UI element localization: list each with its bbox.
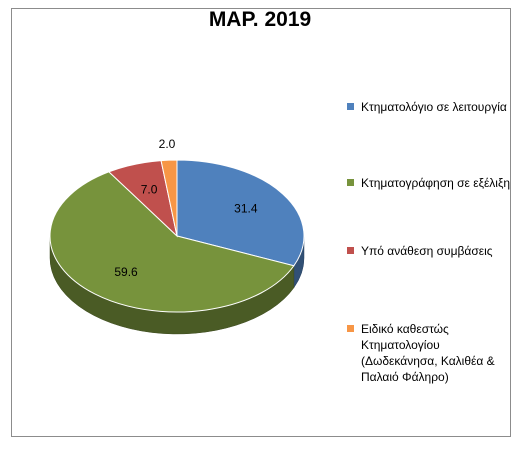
legend-swatch bbox=[347, 179, 354, 186]
data-label-ειδικό-καθεστώς-κτηματολογίου-δωδεκάνησα-καλιθέα-παλαιό-φάληρο: 2.0 bbox=[159, 137, 176, 151]
pie-slice-κτηματογράφηση-σε-εξέλιξη bbox=[49, 171, 295, 313]
pie-slice-ειδικό-καθεστώς-κτηματολογίου-δωδεκάνησα-καλιθέα-παλαιό-φάληρο bbox=[160, 159, 178, 237]
legend-label: Κτηματολόγιο σε λειτουργία bbox=[361, 100, 507, 114]
legend-item-κτηματογράφηση-σε-εξέλιξη: Κτηματογράφηση σε εξέλιξη bbox=[347, 175, 513, 191]
data-label-υπό-ανάθεση-συμβάσεις: 7.0 bbox=[141, 183, 158, 197]
data-label-κτηματογράφηση-σε-εξέλιξη: 59.6 bbox=[114, 265, 138, 279]
legend-item-ειδικό-καθεστώς-κτηματολογίου-δωδεκάνησα-καλιθέα-παλαιό-φάληρο: Ειδικό καθεστώς Κτηματολογίου (Δωδεκάνησ… bbox=[347, 321, 513, 385]
pie-slice-κτηματολόγιο-σε-λειτουργία bbox=[176, 159, 305, 267]
data-label-κτηματολόγιο-σε-λειτουργία: 31.4 bbox=[234, 202, 258, 216]
legend-item-υπό-ανάθεση-συμβάσεις: Υπό ανάθεση συμβάσεις bbox=[347, 243, 513, 259]
legend-swatch bbox=[347, 247, 354, 254]
legend-label: Κτηματογράφηση σε εξέλιξη bbox=[361, 176, 511, 190]
chart-title: ΜΑΡ. 2019 bbox=[208, 8, 312, 31]
legend-label: Ειδικό καθεστώς Κτηματολογίου (Δωδεκάνησ… bbox=[361, 322, 495, 384]
legend-swatch bbox=[347, 325, 354, 332]
legend-label: Υπό ανάθεση συμβάσεις bbox=[361, 244, 493, 258]
legend-swatch bbox=[347, 103, 354, 110]
legend-item-κτηματολόγιο-σε-λειτουργία: Κτηματολόγιο σε λειτουργία bbox=[347, 99, 513, 115]
